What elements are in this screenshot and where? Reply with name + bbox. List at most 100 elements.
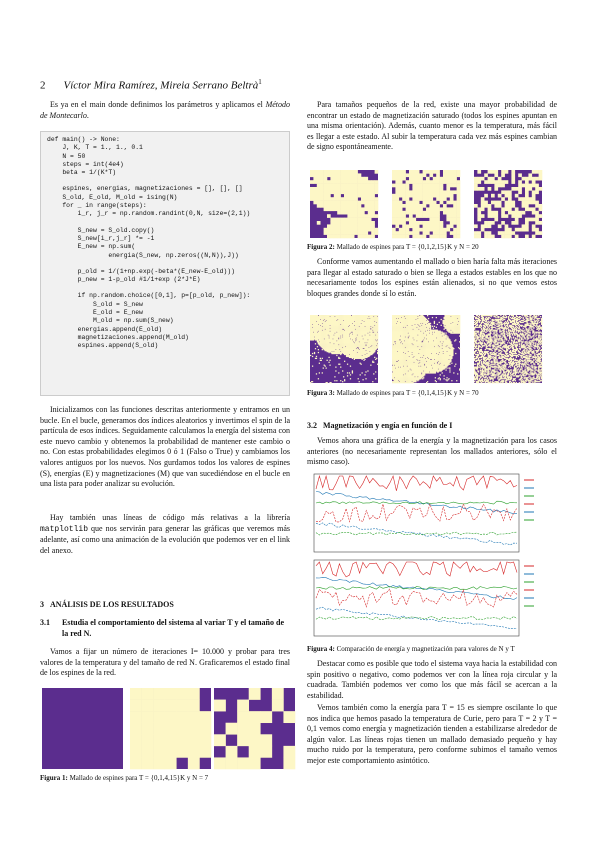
spin-up [419,334,421,336]
spin-up [345,349,348,351]
spin-up [452,317,454,320]
spin-up [429,326,432,328]
spin-up [324,342,326,344]
spin-up [477,207,482,212]
spin-up [453,323,455,326]
spin-up [367,354,369,357]
spin-up [375,337,377,339]
spin-up [423,326,425,328]
spin-up [429,335,432,337]
spin-up [310,318,313,321]
spin-up [355,351,357,354]
spin-up [371,180,375,184]
spin-up [312,334,315,336]
spin-up [367,333,369,335]
spin-up [484,224,488,229]
spin-up [428,323,431,326]
spin-up [405,328,407,330]
spin-up [420,321,422,324]
spin-up [518,183,522,188]
spin-up [415,321,417,324]
spin-up [413,316,415,319]
spin-up [310,328,312,330]
spin-up [398,331,401,333]
spin-up [445,324,447,326]
spin-up [349,352,352,355]
spin-up [419,197,423,201]
spin-up [477,217,482,222]
spin-up [323,346,325,348]
spin-up [374,315,376,317]
spin-up [341,336,343,338]
spin-up [426,320,428,323]
spin-up [373,325,375,327]
spin-up [426,170,430,174]
spin-up [326,331,328,333]
spin-up [373,347,375,349]
spin-up [324,319,326,322]
spin-up [338,322,340,325]
spin-up [370,344,372,346]
spin-up [352,356,355,359]
spin-up [452,320,454,323]
spin-up [426,331,428,333]
spin-up [376,330,378,332]
spin-up [348,334,351,336]
spin-up [404,319,406,322]
spin-up [357,173,362,178]
spin-up [365,347,367,349]
spin-up [422,197,427,201]
spin-up [342,335,344,337]
spin-up [372,319,374,322]
spin-up [333,344,335,346]
spin-up [353,343,355,345]
spin-up [511,200,516,205]
spin-up [344,329,347,331]
spin-up [346,348,349,350]
spin-up [407,326,409,328]
spin-up [330,347,332,349]
spin-up [421,331,423,333]
spin-up [504,234,509,239]
spin-up [187,757,200,770]
spin-up [350,183,355,188]
spin-up [338,316,340,319]
spin-up [313,315,316,317]
spin-up [341,335,343,337]
spin-up [504,227,509,232]
spin-up [426,197,430,201]
spin-up [375,340,377,342]
spin-up [369,333,371,335]
spin-up [351,357,354,360]
spin-up [343,342,345,344]
spin-up [374,214,379,218]
spin-up [363,318,365,321]
spin-up [331,348,333,350]
spin-up [362,325,364,327]
spin-up [345,324,348,326]
spin-up [343,315,345,317]
spin-up [448,331,450,333]
spin-up [346,315,349,317]
spin-up [446,210,451,215]
spin-up [422,316,424,319]
spin-up [330,224,335,229]
spin-up [352,317,355,320]
spin-up [445,321,447,324]
spin-up [374,321,376,324]
spin-up [354,197,358,201]
spin-up [317,338,320,340]
spin-up [353,356,355,359]
spin-up [445,315,447,317]
spin-up [370,340,372,342]
spin-up [416,334,418,336]
spin-up [326,334,328,336]
spin-up [330,200,335,205]
spin-up [416,316,418,319]
spin-up [313,193,318,198]
code-group: p_old = 1/(1+np.exp(-beta*(E_new-E_old))… [47,268,283,285]
spin-up [349,348,352,350]
spin-up [342,315,344,318]
spin-up [456,227,461,232]
spin-up [340,339,342,341]
